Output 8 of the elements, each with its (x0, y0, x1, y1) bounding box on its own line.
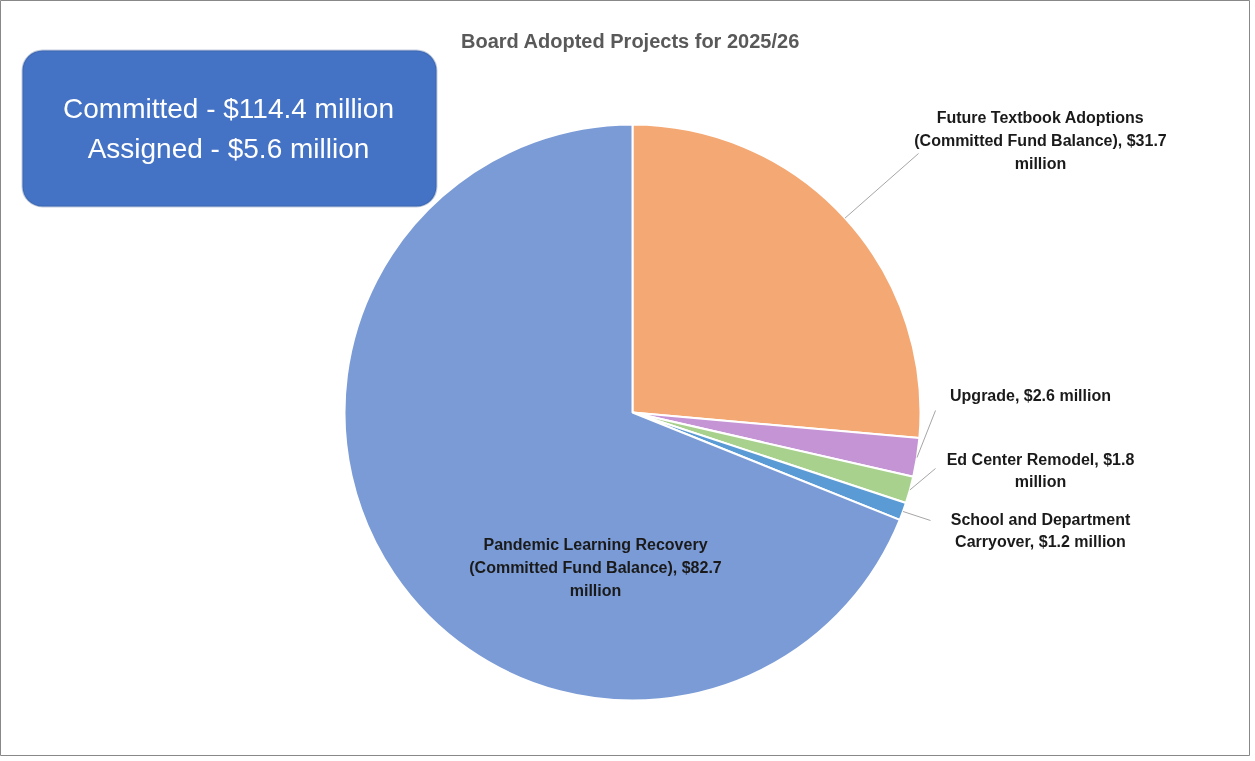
slice-label: Future Textbook Adoptions (Committed Fund Balance), $31.7 million (914, 109, 1167, 172)
slice-label: School and Department Carryover, $1.2 million (950, 510, 1131, 551)
text: Assigned - $5.6 million (87, 133, 370, 164)
chart-title: Board Adopted Projects for 2025/26 (461, 29, 800, 52)
slice-label: Ed Center Remodel, $1.8 million (946, 450, 1135, 491)
text: Committed - $114.4 million (63, 93, 394, 124)
slice-label: Pandemic Learning Recovery (Committed Fund Balance), $82.7 million (469, 536, 722, 599)
slice-label: Upgrade, $2.6 million (950, 387, 1111, 404)
